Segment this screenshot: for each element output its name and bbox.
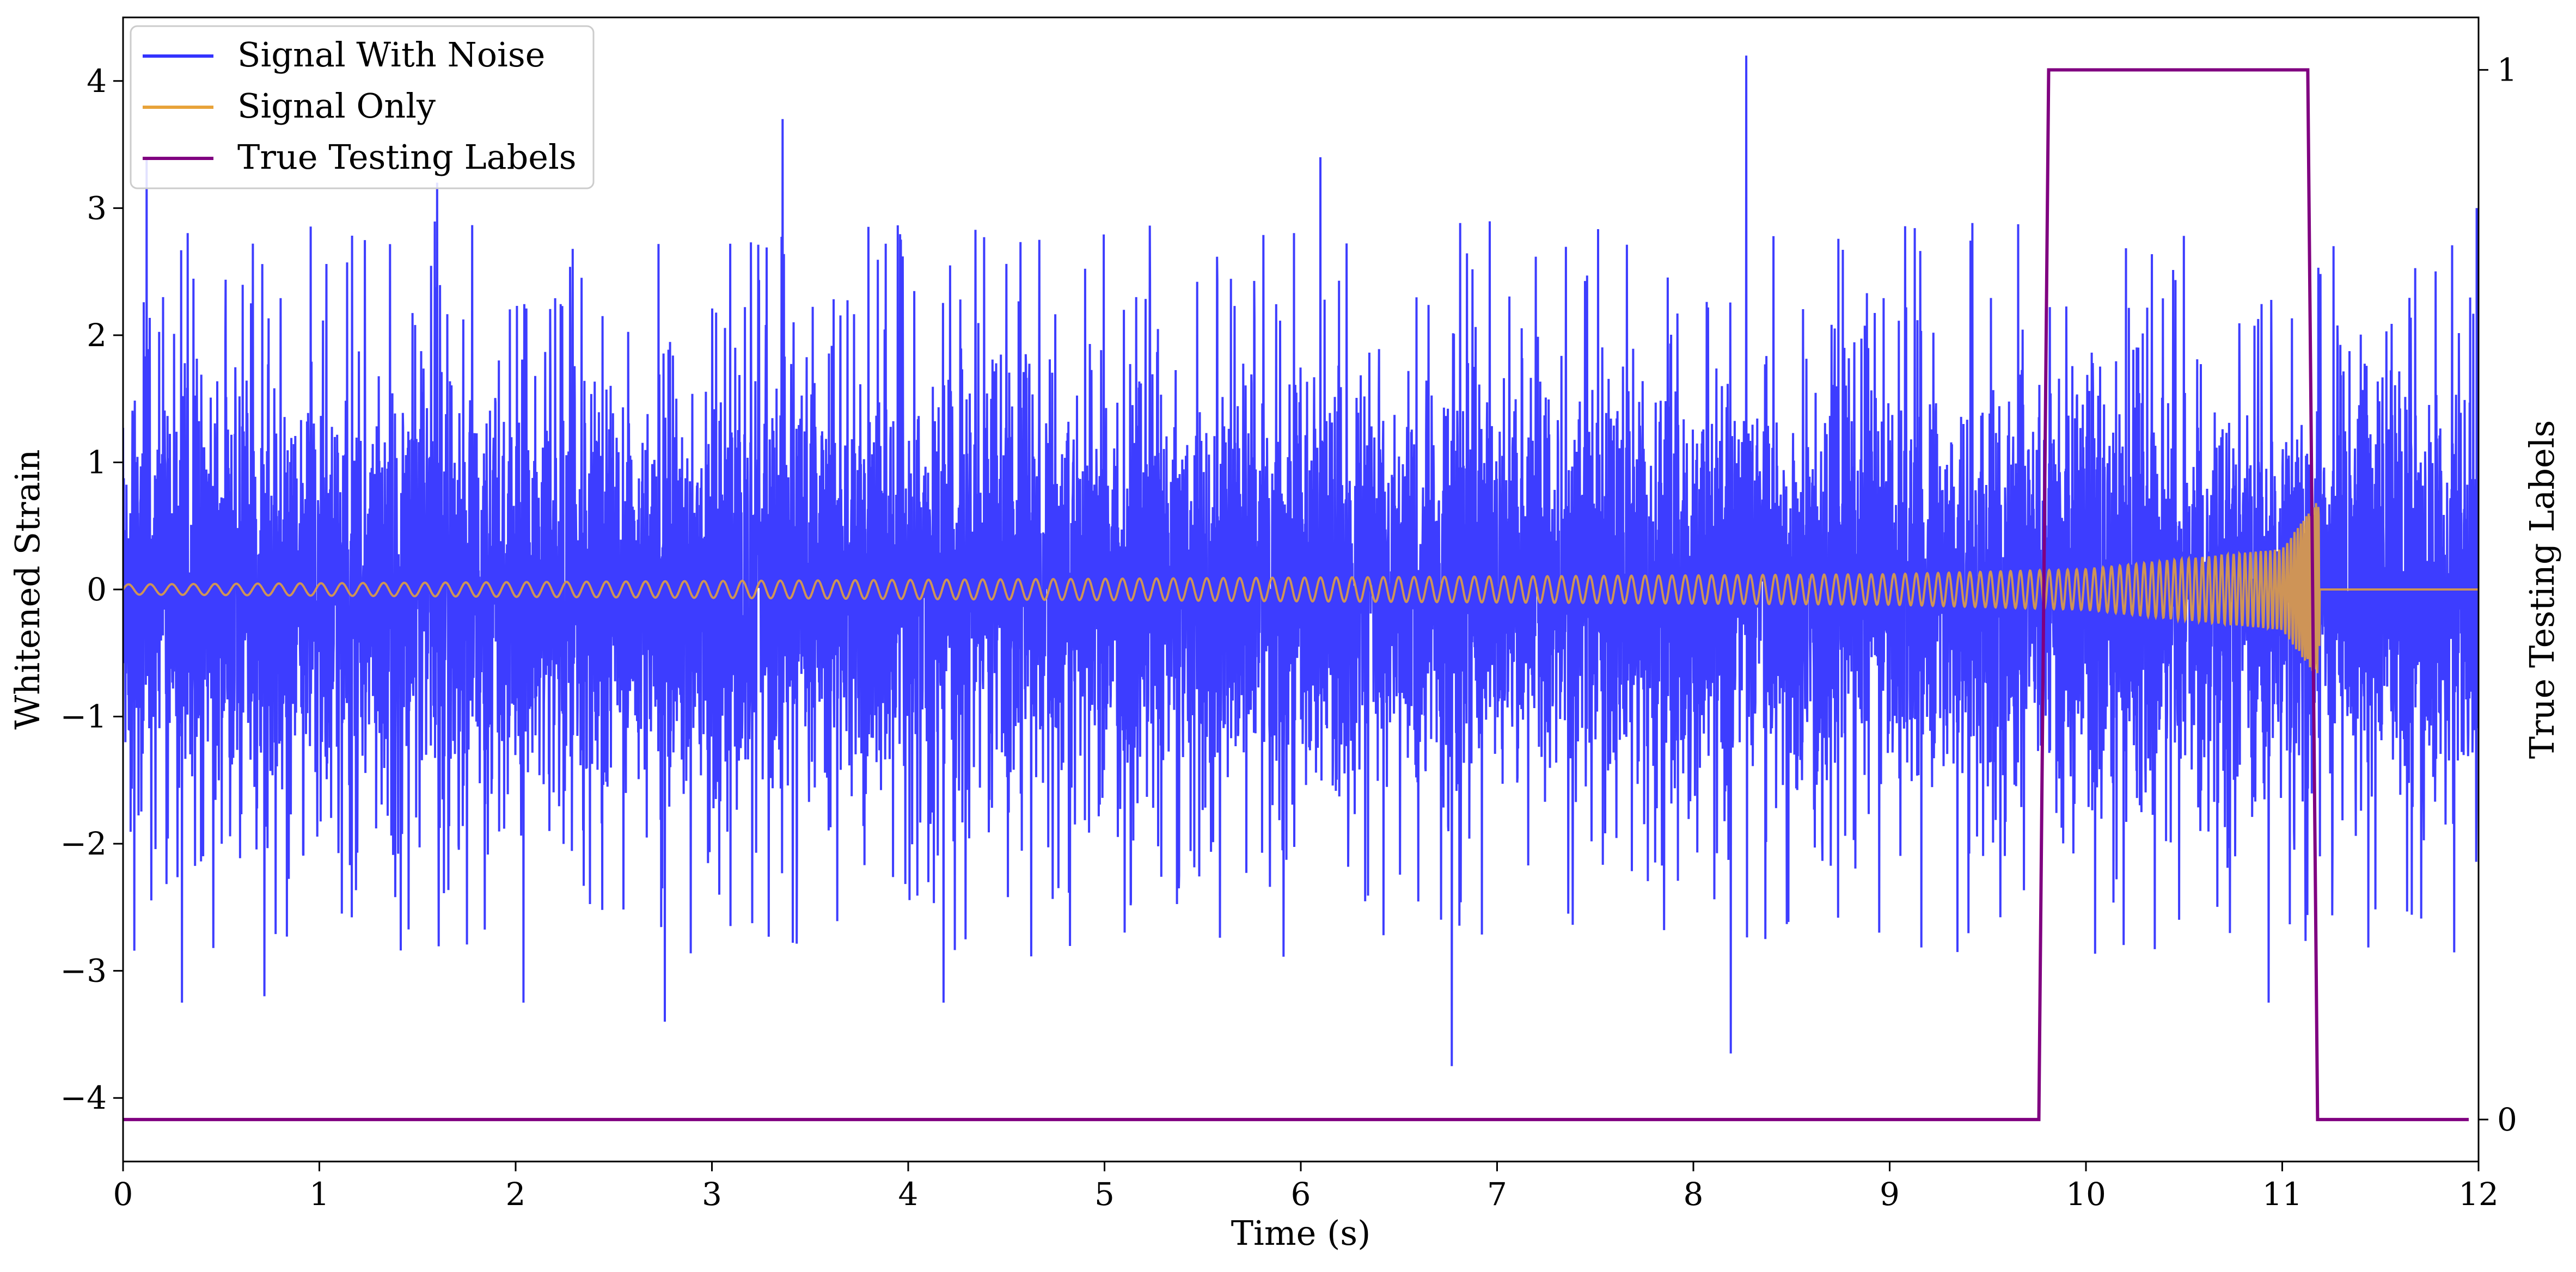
x-tick-label: 11	[2262, 1176, 2303, 1213]
legend-label-signal-with-noise: Signal With Noise	[237, 35, 545, 75]
y-tick-label: 1	[87, 444, 107, 481]
legend-label-true-testing-labels: True Testing Labels	[237, 137, 577, 177]
x-tick-label: 1	[309, 1176, 329, 1213]
x-tick-label: 5	[1094, 1176, 1115, 1213]
y-tick-label: −1	[60, 698, 107, 735]
y2-axis-label: True Testing Labels	[2522, 420, 2562, 759]
x-tick-label: 10	[2066, 1176, 2106, 1213]
x-tick-label: 3	[702, 1176, 722, 1213]
legend: Signal With Noise Signal Only True Testi…	[130, 25, 595, 189]
x-tick-label: 12	[2458, 1176, 2499, 1213]
x-tick-label: 7	[1487, 1176, 1507, 1213]
series-signal-only	[123, 503, 2479, 673]
y-tick-label: −4	[60, 1079, 107, 1116]
x-tick-label: 2	[506, 1176, 526, 1213]
series-signal-with-noise	[123, 56, 2479, 1066]
x-tick-label: 4	[898, 1176, 919, 1213]
y-tick-label: 0	[87, 571, 107, 608]
y-tick-label: −2	[60, 825, 107, 862]
x-axis-label: Time (s)	[1231, 1213, 1371, 1253]
y2-tick-label: 1	[2497, 51, 2517, 88]
x-tick-label: 9	[1880, 1176, 1900, 1213]
legend-box	[130, 25, 595, 189]
x-tick-label: 6	[1291, 1176, 1311, 1213]
x-tick-label: 0	[113, 1176, 133, 1213]
series-true-testing-labels	[123, 68, 2469, 1121]
y-tick-label: 4	[87, 63, 107, 100]
y-tick-label: 3	[87, 189, 107, 226]
y2-tick-label: 0	[2497, 1101, 2517, 1138]
data-layer	[123, 56, 2479, 1121]
y-axis-label: Whitened Strain	[8, 450, 47, 730]
y-tick-label: 2	[87, 317, 107, 354]
x-tick-label: 8	[1684, 1176, 1704, 1213]
legend-label-signal-only: Signal Only	[237, 86, 436, 126]
y-tick-label: −3	[60, 953, 107, 990]
